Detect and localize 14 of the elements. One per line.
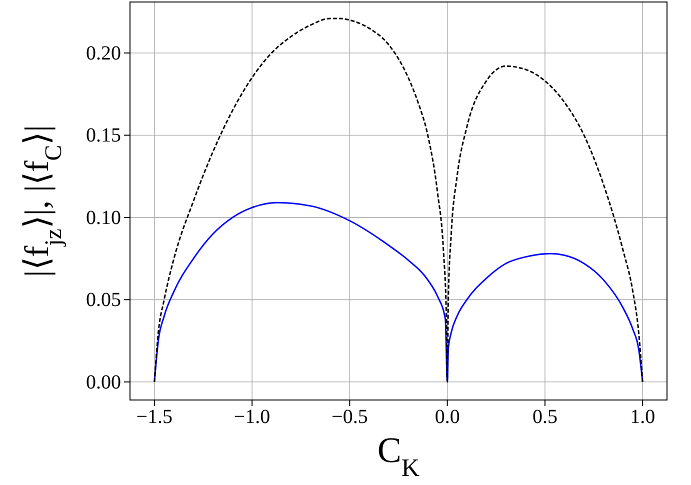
x-tick-label: 1.0 — [630, 406, 656, 428]
y-tick-label: 0.05 — [86, 289, 121, 312]
line-series — [154, 18, 644, 383]
y-tick-label: 0.20 — [86, 42, 121, 64]
line-series — [154, 202, 644, 383]
x-tick-label: −1.0 — [234, 406, 270, 428]
y-tick-label: 0.00 — [86, 371, 121, 394]
x-tick-label: −0.5 — [332, 406, 368, 428]
y-tick-label: 0.10 — [86, 206, 121, 229]
x-tick-label: −1.5 — [136, 406, 173, 428]
x-axis-title: C$_{K}$ — [377, 430, 420, 482]
y-tick-label: 0.15 — [86, 124, 121, 147]
x-tick-label: 0.0 — [434, 406, 460, 428]
x-tick-label: 0.5 — [532, 406, 558, 428]
